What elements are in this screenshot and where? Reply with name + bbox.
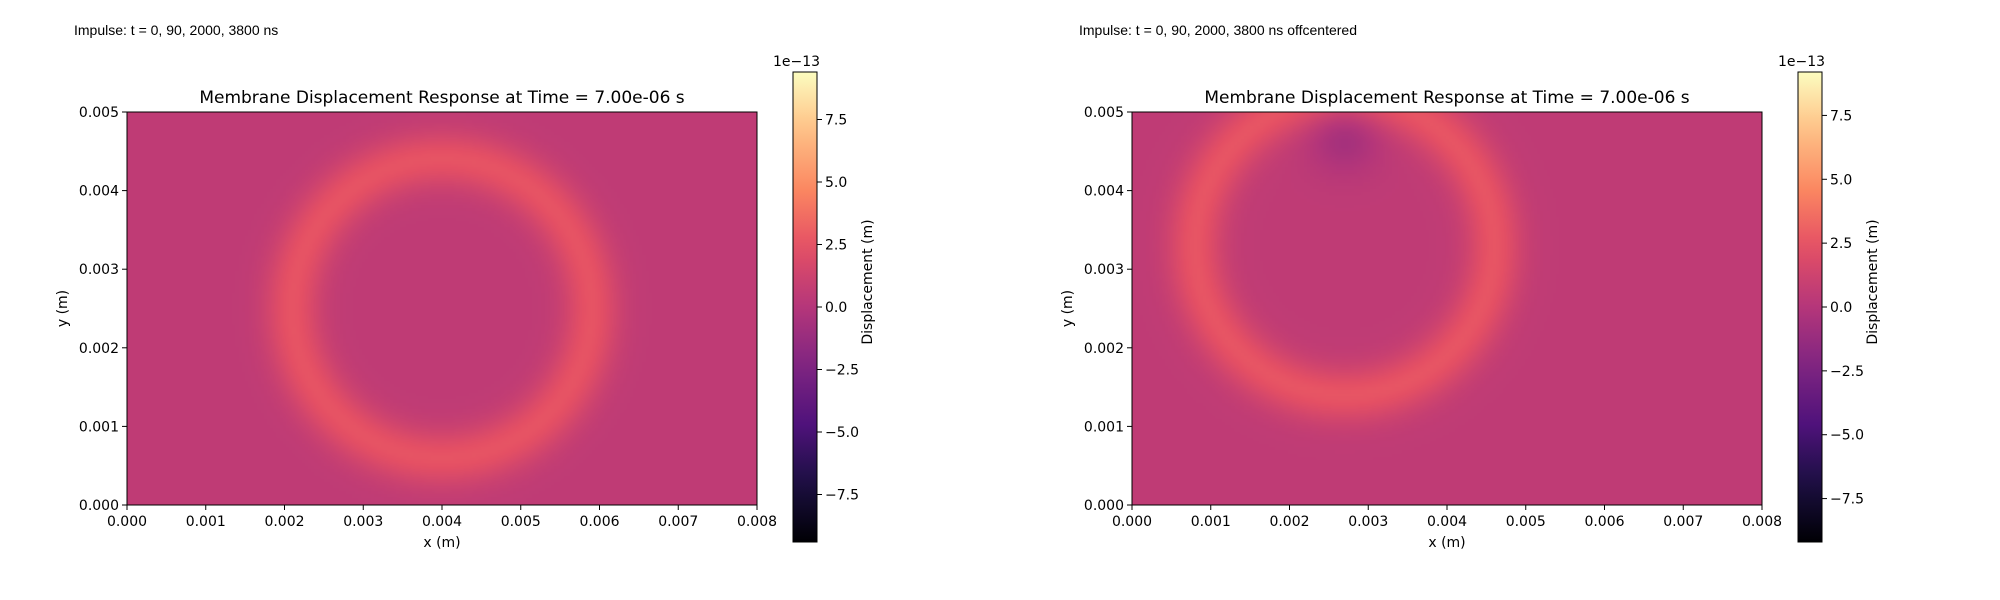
colorbar-tick-label: 2.5 xyxy=(1830,236,1852,252)
x-tick-label: 0.002 xyxy=(264,514,304,530)
x-axis-label: x (m) xyxy=(423,535,460,551)
colorbar-label: Displacement (m) xyxy=(860,219,876,344)
colorbar-tick-label: −7.5 xyxy=(1830,492,1864,508)
x-tick-label: 0.005 xyxy=(1506,514,1546,530)
colorbar-tick-label: 7.5 xyxy=(825,113,847,129)
heatmap-image xyxy=(127,112,757,505)
x-tick-label: 0.006 xyxy=(579,514,619,530)
x-axis-label: x (m) xyxy=(1428,535,1465,551)
y-tick-label: 0.003 xyxy=(1084,262,1124,278)
colorbar-offset-label: 1e−13 xyxy=(1778,54,1825,70)
colorbar-tick-label: 5.0 xyxy=(1830,172,1852,188)
x-tick-label: 0.000 xyxy=(107,514,147,530)
y-axis-label: y (m) xyxy=(55,290,71,327)
y-axis-label: y (m) xyxy=(1060,290,1076,327)
x-tick-label: 0.004 xyxy=(422,514,462,530)
colorbar-tick-label: 0.0 xyxy=(1830,300,1852,316)
x-tick-label: 0.007 xyxy=(658,514,698,530)
displacement-heatmap-chart: Membrane Displacement Response at Time =… xyxy=(55,54,876,551)
y-tick-label: 0.002 xyxy=(79,341,119,357)
right-figure-panel: Impulse: t = 0, 90, 2000, 3800 ns offcen… xyxy=(1005,0,2000,600)
x-tick-label: 0.007 xyxy=(1663,514,1703,530)
colorbar-tick-label: −2.5 xyxy=(825,363,859,379)
displacement-heatmap-chart: Membrane Displacement Response at Time =… xyxy=(1060,54,1881,551)
chart-title: Membrane Displacement Response at Time =… xyxy=(1204,88,1689,108)
colorbar-offset-label: 1e−13 xyxy=(773,54,820,70)
y-tick-label: 0.004 xyxy=(1084,184,1124,200)
heatmap-image xyxy=(1132,112,1762,505)
y-tick-label: 0.003 xyxy=(79,262,119,278)
x-tick-label: 0.008 xyxy=(1742,514,1782,530)
figure-caption: Impulse: t = 0, 90, 2000, 3800 ns xyxy=(74,22,279,38)
colorbar xyxy=(1797,71,1823,543)
colorbar xyxy=(792,71,818,543)
y-tick-label: 0.001 xyxy=(1084,419,1124,435)
x-tick-label: 0.000 xyxy=(1112,514,1152,530)
x-tick-label: 0.003 xyxy=(1348,514,1388,530)
y-tick-label: 0.005 xyxy=(79,105,119,121)
x-tick-label: 0.002 xyxy=(1269,514,1309,530)
y-tick-label: 0.001 xyxy=(79,419,119,435)
colorbar-tick-label: −5.0 xyxy=(825,425,859,441)
x-tick-label: 0.001 xyxy=(186,514,226,530)
colorbar-tick-label: −2.5 xyxy=(1830,364,1864,380)
y-tick-label: 0.000 xyxy=(79,498,119,514)
x-tick-label: 0.001 xyxy=(1191,514,1231,530)
x-tick-label: 0.006 xyxy=(1584,514,1624,530)
colorbar-tick-label: 5.0 xyxy=(825,175,847,191)
colorbar-tick-label: −7.5 xyxy=(825,488,859,504)
x-tick-label: 0.004 xyxy=(1427,514,1467,530)
x-tick-label: 0.008 xyxy=(737,514,777,530)
y-tick-label: 0.004 xyxy=(79,184,119,200)
y-tick-label: 0.002 xyxy=(1084,341,1124,357)
chart-title: Membrane Displacement Response at Time =… xyxy=(199,88,684,108)
colorbar-tick-label: −5.0 xyxy=(1830,428,1864,444)
colorbar-tick-label: 0.0 xyxy=(825,300,847,316)
y-tick-label: 0.005 xyxy=(1084,105,1124,121)
colorbar-label: Displacement (m) xyxy=(1865,219,1881,344)
left-figure-panel: Impulse: t = 0, 90, 2000, 3800 ns Membra… xyxy=(55,22,876,551)
figure-caption: Impulse: t = 0, 90, 2000, 3800 ns offcen… xyxy=(1079,22,1357,38)
y-tick-label: 0.000 xyxy=(1084,498,1124,514)
x-tick-label: 0.003 xyxy=(343,514,383,530)
colorbar-tick-label: 7.5 xyxy=(1830,108,1852,124)
colorbar-tick-label: 2.5 xyxy=(825,238,847,254)
x-tick-label: 0.005 xyxy=(501,514,541,530)
